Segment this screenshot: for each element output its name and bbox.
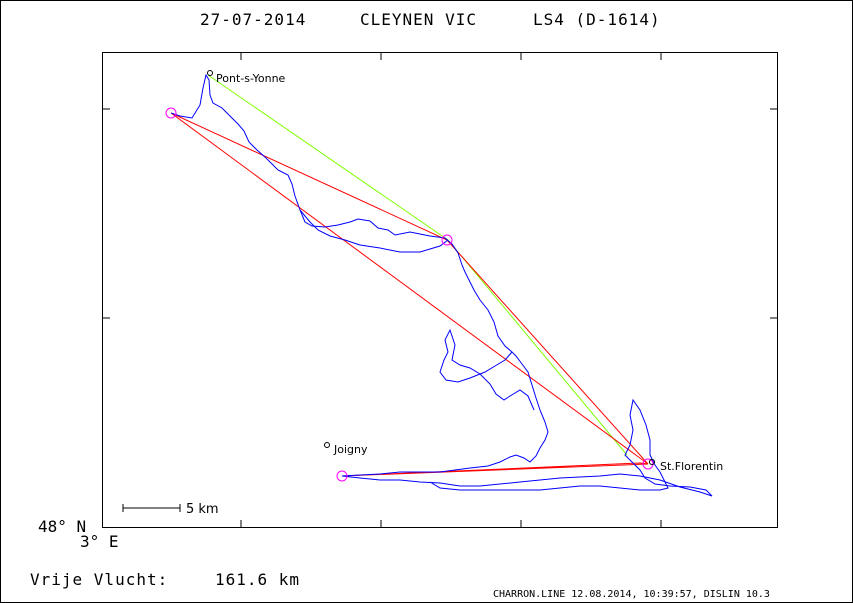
turnpoint-1 bbox=[165, 107, 177, 119]
scale-label: 5 km bbox=[186, 502, 219, 517]
flight-track bbox=[170, 73, 713, 497]
optimal-line bbox=[207, 74, 628, 456]
scale-bar bbox=[122, 504, 181, 512]
latitude-label: 48° N bbox=[38, 517, 86, 536]
pilot-name: CLEYNEN VIC bbox=[360, 10, 477, 29]
flight-track-middle bbox=[439, 328, 535, 411]
glider-id: LS4 (D-1614) bbox=[533, 10, 661, 29]
turnpoints bbox=[165, 107, 654, 482]
place-marker-joigny bbox=[324, 442, 330, 448]
task-line bbox=[170, 112, 649, 465]
task-line-south bbox=[341, 462, 649, 477]
distance-value: 161.6 km bbox=[215, 570, 300, 589]
place-label-st-florentin: St.Florentin bbox=[660, 460, 723, 473]
longitude-label: 3° E bbox=[80, 532, 119, 551]
place-marker-pont-s-yonne bbox=[207, 70, 213, 76]
turnpoint-2 bbox=[441, 234, 453, 246]
place-label-pont-s-yonne: Pont-s-Yonne bbox=[216, 72, 286, 85]
plot-frame bbox=[102, 52, 778, 528]
distance-label: Vrije Vlucht: bbox=[30, 570, 168, 589]
footer-credit: CHARRON.LINE 12.08.2014, 10:39:57, DISLI… bbox=[493, 589, 770, 600]
flight-date: 27-07-2014 bbox=[200, 10, 306, 29]
place-marker-st-florentin bbox=[649, 459, 655, 465]
turnpoint-4 bbox=[336, 470, 348, 482]
place-label-joigny: Joigny bbox=[333, 443, 368, 456]
axis-ticks bbox=[102, 52, 777, 527]
flight-track-return bbox=[299, 209, 449, 253]
